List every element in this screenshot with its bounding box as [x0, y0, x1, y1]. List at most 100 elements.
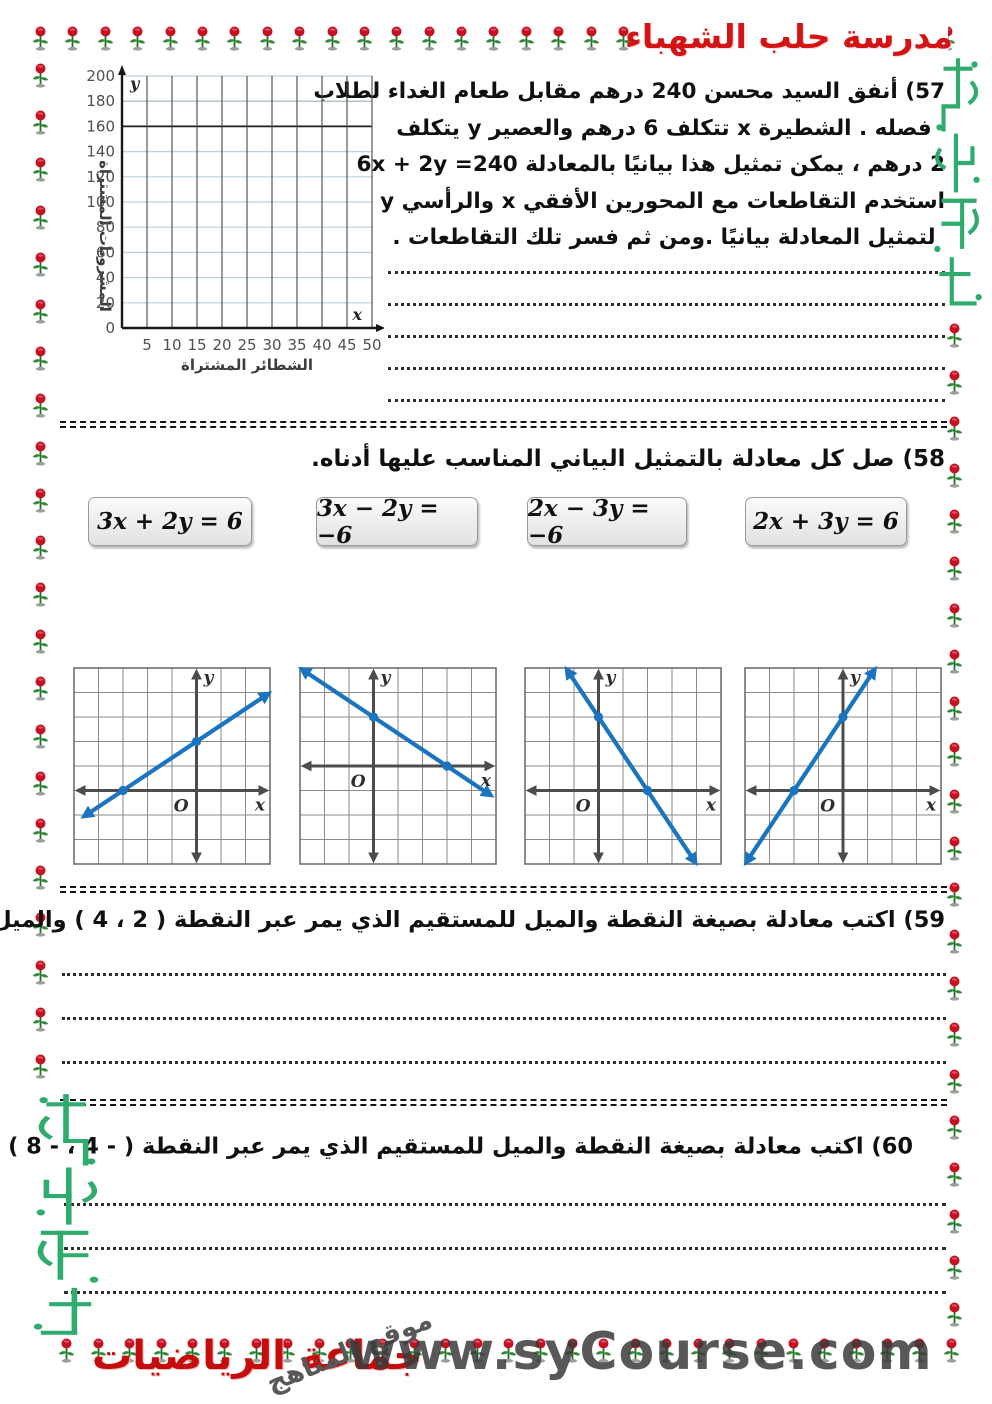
rose-icon — [32, 110, 48, 135]
rose-icon — [32, 441, 48, 466]
svg-text:y: y — [605, 668, 617, 688]
svg-text:25: 25 — [237, 336, 256, 354]
equation-box-4: 2x + 3y = 6 — [745, 497, 907, 546]
svg-text:O: O — [351, 772, 366, 792]
rose-icon — [216, 1338, 233, 1363]
rose-icon — [32, 1007, 48, 1032]
rose-icon — [722, 1338, 738, 1363]
answer-line — [388, 335, 945, 338]
rose-border-left — [27, 62, 53, 1084]
svg-text:10: 10 — [162, 336, 181, 354]
svg-text:30: 30 — [262, 336, 281, 354]
rose-icon — [32, 63, 48, 88]
section-separator — [60, 421, 947, 428]
rose-icon — [785, 1338, 801, 1363]
answer-line — [62, 973, 946, 976]
q57-intercepts-chart: 200 180 160 140 120 100 80 60 40 20 0 5 10 15 20 25 30 35… — [84, 62, 384, 397]
svg-text:15: 15 — [187, 336, 206, 354]
rose-icon — [583, 26, 599, 51]
rose-icon — [32, 393, 48, 418]
rose-icon — [595, 1338, 612, 1363]
rose-icon — [690, 1338, 707, 1363]
q57-line-3: 2 درهم ، يمكن تمثيل هذا بيانيًا بالمعادل… — [356, 152, 945, 177]
equation-3: 2x − 3y = −6 — [528, 494, 650, 549]
graph-2: y x O — [298, 666, 498, 866]
rose-icon — [946, 929, 962, 954]
rose-icon — [65, 26, 81, 51]
rose-icon — [279, 1338, 296, 1363]
q57-line-2: فصله . الشطيرة x تتكلف 6 درهم والعصير y … — [396, 115, 932, 141]
rose-icon — [324, 26, 340, 51]
graph-3: y x O — [523, 666, 723, 866]
q60-text: 60) اكتب معادلة بصيغة النقطة والميل للمس… — [0, 1126, 913, 1168]
rose-icon — [946, 1209, 962, 1234]
rose-icon — [90, 1338, 106, 1363]
q57-line-5: لتمثيل المعادلة بيانيًا .ومن ثم فسر تلك … — [392, 225, 936, 250]
rose-icon — [946, 836, 962, 861]
rose-icon — [343, 1338, 359, 1363]
rose-icon — [946, 742, 962, 768]
rose-icon — [946, 323, 962, 348]
answer-line — [64, 1291, 946, 1294]
rose-icon — [194, 26, 211, 51]
rose-icon — [32, 818, 48, 843]
rose-icon — [32, 535, 48, 560]
q59-text: 59) اكتب معادلة بصيغة النقطة والميل للمس… — [0, 907, 945, 933]
answer-line — [64, 1203, 946, 1206]
rose-icon — [421, 26, 437, 51]
equation-1: 3x + 2y = 6 — [97, 508, 243, 535]
answer-line — [388, 271, 945, 274]
rose-icon — [518, 26, 535, 51]
rose-icon — [532, 1338, 549, 1363]
svg-text:40: 40 — [96, 269, 115, 287]
rose-icon — [32, 205, 48, 230]
svg-text:20: 20 — [212, 336, 231, 354]
rose-icon — [32, 346, 48, 371]
rose-icon — [946, 1255, 962, 1280]
rose-icon — [185, 1338, 201, 1363]
svg-text:80: 80 — [96, 218, 115, 236]
equation-box-3: 2x − 3y = −6 — [527, 494, 687, 549]
rose-icon — [946, 509, 962, 535]
equation-box-2: 3x − 2y = −6 — [316, 495, 478, 549]
svg-text:x: x — [351, 305, 362, 324]
svg-text:120: 120 — [86, 168, 115, 186]
rose-icon — [469, 1338, 485, 1363]
section-separator — [60, 1099, 947, 1106]
rose-icon — [374, 1338, 391, 1363]
q57-line-1: 57) أنفق السيد محسن 240 درهم مقابل طعام … — [313, 79, 945, 104]
rose-icon — [248, 1338, 264, 1363]
rose-icon — [32, 771, 48, 796]
graph-1: y x O — [72, 666, 272, 866]
rose-icon — [32, 629, 48, 654]
rose-icon — [627, 1338, 643, 1363]
svg-text:x: x — [254, 796, 266, 816]
q59-point: ( 4 ، 2 ) — [74, 907, 167, 933]
q60-text-before: 60) اكتب معادلة بصيغة النقطة والميل للمس… — [142, 1133, 913, 1160]
rose-icon — [32, 912, 48, 938]
answer-line — [64, 1247, 946, 1250]
graph-4: y x O — [743, 666, 943, 866]
rose-icon — [58, 1338, 75, 1363]
rose-icon — [32, 488, 48, 513]
rose-icon — [946, 556, 962, 581]
rose-icon — [946, 789, 962, 814]
mini-graph-svg: y x O — [73, 667, 272, 865]
svg-text:y: y — [849, 668, 861, 688]
rose-icon — [880, 1338, 896, 1363]
section-separator — [60, 886, 947, 893]
answer-line — [62, 1017, 946, 1020]
svg-text:100: 100 — [86, 193, 115, 211]
rose-icon — [946, 603, 962, 628]
rose-icon — [129, 26, 146, 51]
rose-icon — [501, 1338, 517, 1363]
rose-icon — [97, 26, 113, 51]
svg-text:O: O — [576, 797, 591, 817]
svg-text:x: x — [480, 771, 492, 791]
svg-text:35: 35 — [287, 336, 306, 354]
q59-text-before: 59) اكتب معادلة بصيغة النقطة والميل للمس… — [174, 907, 945, 933]
mini-graph-svg: y x O — [524, 666, 722, 866]
svg-text:60: 60 — [96, 243, 115, 261]
